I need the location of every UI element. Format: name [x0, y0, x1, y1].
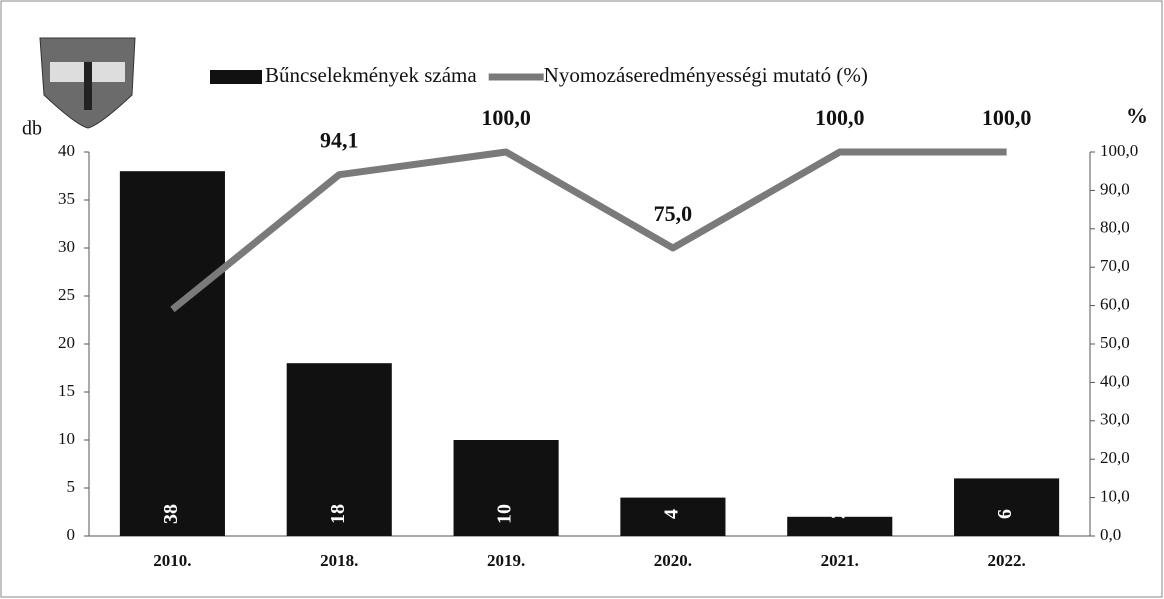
line-value-label: 100,0 — [481, 105, 531, 130]
y-tick-label: 35 — [58, 189, 75, 208]
bar — [787, 516, 893, 536]
y-tick-label: 40 — [58, 141, 75, 160]
y-axis-label: db — [22, 118, 42, 140]
y2-tick-label: 50,0 — [1100, 333, 1130, 352]
bar-value-label: 4 — [661, 509, 683, 519]
line-value-label: 100,0 — [982, 105, 1032, 130]
y-tick-label: 20 — [58, 333, 75, 352]
y-tick-label: 0 — [67, 525, 76, 544]
y2-tick-label: 40,0 — [1100, 371, 1130, 390]
x-tick-label: 2021. — [821, 551, 859, 570]
legend-label: Bűncselekmények száma — [265, 63, 477, 87]
x-tick-label: 2018. — [320, 551, 358, 570]
bar-value-label: 38 — [160, 504, 182, 524]
y-tick-label: 25 — [58, 285, 75, 304]
bar-value-label: 18 — [327, 504, 349, 524]
bar — [453, 440, 559, 536]
y2-tick-label: 10,0 — [1100, 487, 1130, 506]
line — [170, 148, 1007, 313]
bar-value-label: 2 — [827, 509, 849, 519]
x-tick-label: 2022. — [987, 551, 1025, 570]
y2-tick-label: 90,0 — [1100, 179, 1130, 198]
bar — [286, 363, 392, 536]
line-value-label: 100,0 — [815, 105, 865, 130]
y2-tick-label: 30,0 — [1100, 410, 1130, 429]
y-tick-label: 5 — [67, 477, 76, 496]
y-tick-label: 10 — [58, 429, 75, 448]
x-tick-label: 2010. — [153, 551, 191, 570]
bar — [620, 497, 726, 536]
x-tick-label: 2020. — [654, 551, 692, 570]
bar-value-label: 6 — [994, 509, 1016, 519]
bar — [119, 171, 225, 536]
y2-tick-label: 100,0 — [1100, 141, 1138, 160]
line-value-label: 94,1 — [320, 128, 359, 153]
y-tick-label: 15 — [58, 381, 75, 400]
y-tick-label: 30 — [58, 237, 75, 256]
line-value-label: 59,0 — [153, 262, 192, 287]
y2-tick-label: 20,0 — [1100, 448, 1130, 467]
y2-tick-label: 70,0 — [1100, 256, 1130, 275]
y2-tick-label: 0,0 — [1100, 525, 1121, 544]
x-tick-label: 2019. — [487, 551, 525, 570]
legend-label: Nyomozáseredményességi mutató (%) — [544, 63, 868, 87]
logo — [39, 37, 136, 129]
legend-swatch — [210, 70, 262, 84]
y2-tick-label: 80,0 — [1100, 218, 1130, 237]
bar-value-label: 10 — [494, 504, 516, 524]
y2-tick-label: 60,0 — [1100, 295, 1130, 314]
bar — [954, 478, 1060, 536]
legend: Bűncselekmények száma Nyomozáseredményess… — [210, 63, 868, 87]
line-value-label: 75,0 — [654, 201, 693, 226]
y2-axis-label: % — [1126, 103, 1148, 128]
